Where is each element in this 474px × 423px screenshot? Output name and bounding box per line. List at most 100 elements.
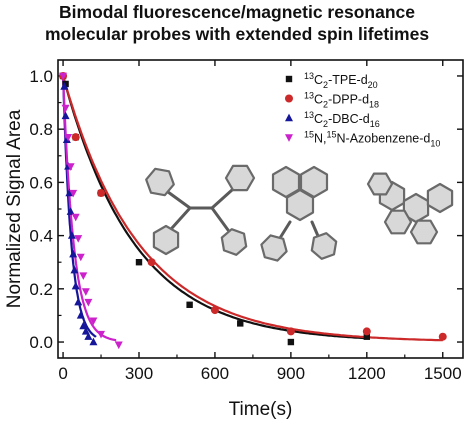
- benzene-ring: [426, 182, 454, 214]
- data-point: [81, 288, 90, 296]
- data-point: [64, 133, 73, 142]
- fit-curve: [62, 75, 97, 338]
- x-axis-label: Time(s): [229, 399, 293, 420]
- molecule-dbc: [366, 172, 454, 245]
- data-point: [286, 327, 295, 336]
- data-point: [74, 235, 83, 243]
- data-point: [79, 272, 88, 280]
- benzene-ring: [310, 232, 338, 260]
- legend-label-part: 13: [304, 110, 314, 120]
- y-tick-label: 0.0: [29, 333, 53, 352]
- bond: [166, 190, 192, 210]
- legend-label-part: 13: [304, 91, 314, 101]
- benzene-ring: [260, 234, 288, 262]
- x-tick-label: 1200: [348, 364, 386, 383]
- data-point: [287, 338, 295, 346]
- data-point: [66, 207, 75, 215]
- data-point: [147, 258, 156, 267]
- fit-curve: [62, 75, 117, 342]
- legend-marker: [285, 113, 293, 122]
- legend-label-part: 10: [430, 139, 440, 149]
- data-point: [97, 189, 106, 198]
- legend-marker: [285, 134, 293, 142]
- legend-label-part: 15: [327, 130, 337, 140]
- data-point: [69, 249, 78, 258]
- legend-label: 13C2-DBC-d16: [304, 110, 380, 129]
- bond: [310, 220, 320, 238]
- molecule-illustrations: [145, 164, 454, 262]
- data-point: [61, 104, 70, 113]
- x-tick-label: 1500: [424, 364, 462, 383]
- x-tick-label: 300: [125, 364, 153, 383]
- legend-label-part: N-Azobenzene-d: [337, 132, 431, 146]
- legend-label-part: 20: [368, 80, 378, 90]
- data-point: [363, 333, 371, 340]
- title-line-1: Bimodal fluorescence/magnetic resonance: [59, 2, 415, 22]
- benzene-ring: [409, 219, 439, 245]
- data-point: [186, 301, 193, 308]
- data-point: [237, 320, 244, 327]
- data-point: [74, 297, 83, 306]
- data-point: [71, 281, 80, 290]
- x-tick-label: 900: [277, 364, 305, 383]
- data-point: [59, 72, 68, 81]
- y-tick-label: 0.4: [29, 227, 53, 246]
- legend-label: 13C2-TPE-d20: [304, 71, 378, 90]
- y-tick-label: 0.6: [29, 173, 53, 192]
- fit-curve: [62, 75, 443, 342]
- data-point: [60, 82, 69, 90]
- benzene-ring: [271, 165, 301, 199]
- data-point: [62, 80, 69, 88]
- legend-label-part: N,: [314, 132, 327, 146]
- legend-label-part: -DBC-d: [328, 112, 370, 126]
- benzene-ring: [152, 224, 180, 256]
- bond: [210, 206, 230, 232]
- legend-label: 15N,15N-Azobenzene-d10: [304, 130, 440, 149]
- data-point: [135, 259, 143, 266]
- data-point: [67, 231, 76, 239]
- legend-label-part: C: [314, 93, 323, 107]
- data-point: [76, 311, 85, 319]
- y-tick-label: 0.2: [29, 280, 53, 299]
- y-axis-label: Normalized Signal Area: [4, 109, 25, 308]
- data-point: [70, 265, 79, 274]
- molecule-tpe: [145, 164, 256, 256]
- legend-label: 13C2-DPP-d18: [304, 91, 379, 110]
- data-point: [69, 189, 78, 198]
- benzene-ring: [299, 165, 329, 199]
- data-point: [79, 321, 88, 330]
- data-point: [362, 327, 371, 336]
- benzene-ring: [220, 228, 248, 256]
- legend-label-part: 18: [369, 100, 379, 110]
- legend-label-part: 2: [323, 80, 328, 90]
- benzene-ring: [224, 164, 256, 192]
- legend-label-part: 13: [304, 71, 314, 81]
- legend-marker: [285, 94, 293, 103]
- bond: [170, 206, 192, 230]
- legend-label-part: C: [314, 112, 323, 126]
- legend-label-part: 2: [323, 100, 328, 110]
- x-tick-label: 0: [58, 364, 67, 383]
- legend-label-part: 15: [304, 130, 314, 140]
- data-point: [61, 111, 70, 120]
- data-point: [89, 317, 98, 326]
- y-tick-label: 0.8: [29, 120, 53, 139]
- data-point: [66, 163, 75, 171]
- benzene-ring: [366, 172, 394, 196]
- data-point: [71, 213, 80, 222]
- legend-label-part: 2: [323, 119, 328, 129]
- bond: [278, 220, 292, 240]
- data-point: [76, 253, 85, 262]
- y-tick-label: 1.0: [29, 67, 53, 86]
- data-point: [97, 330, 106, 339]
- data-point: [89, 337, 98, 346]
- benzene-ring: [145, 167, 175, 197]
- data-point: [65, 188, 74, 197]
- data-point: [71, 133, 80, 142]
- molecule-dpp: [260, 165, 338, 262]
- legend: 13C2-TPE-d2013C2-DPP-d1813C2-DBC-d1615N,…: [285, 71, 440, 149]
- legend-label-part: C: [314, 73, 323, 87]
- legend-label-part: -DPP-d: [328, 93, 369, 107]
- data-point: [114, 341, 123, 350]
